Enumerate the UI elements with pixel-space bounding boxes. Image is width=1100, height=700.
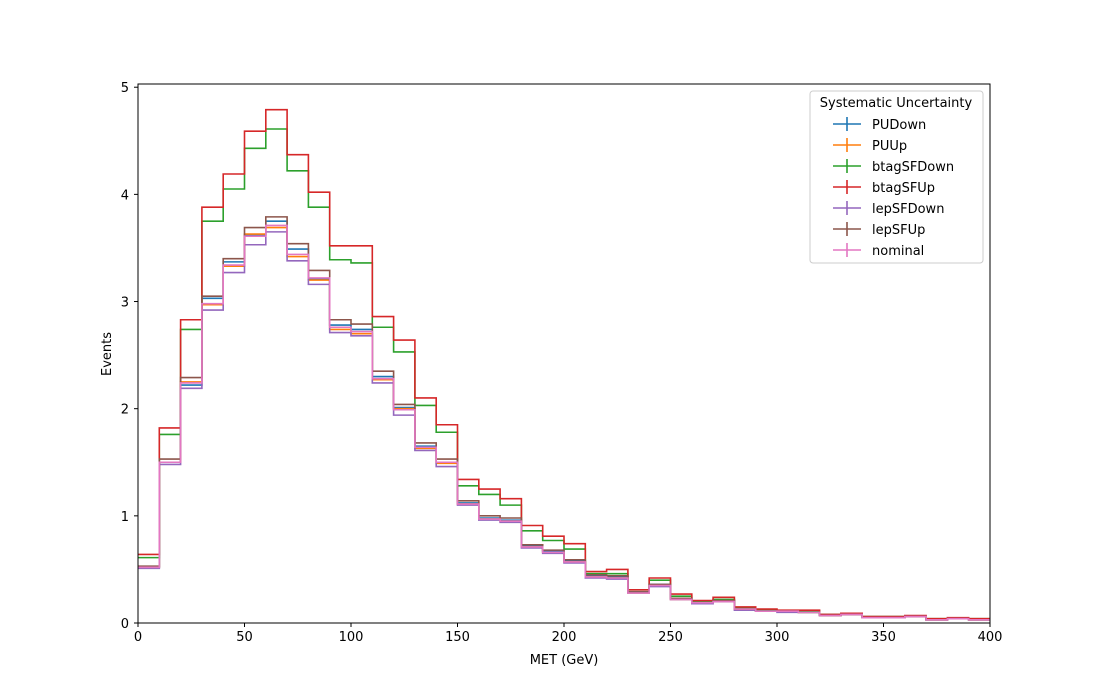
- x-tick-label: 200: [552, 630, 577, 645]
- legend-entry-nominal: nominal: [833, 243, 924, 259]
- x-tick-label: 100: [339, 630, 364, 645]
- legend-label: nominal: [872, 244, 924, 259]
- x-axis-label: MET (GeV): [530, 653, 599, 668]
- legend-label: lepSFUp: [872, 223, 925, 238]
- series-line-nominal: [138, 224, 990, 621]
- y-axis: 0 1 2 3 4 5: [121, 81, 138, 632]
- x-tick-label: 150: [445, 630, 470, 645]
- legend: Systematic Uncertainty PUDown PUUp btagSFD…: [809, 90, 984, 264]
- x-tick-label: 300: [765, 630, 790, 645]
- legend-entry-pudown: PUDown: [833, 117, 926, 133]
- series-layer: [138, 108, 990, 621]
- y-tick-label: 0: [121, 617, 129, 632]
- y-tick-label: 2: [121, 403, 129, 418]
- x-tick-label: 400: [978, 630, 1003, 645]
- legend-label: PUUp: [872, 139, 907, 154]
- x-axis: 0 50 100 150 200 250 300 350 400: [134, 623, 1003, 645]
- y-axis-label: Events: [100, 332, 115, 376]
- legend-label: lepSFDown: [872, 202, 944, 217]
- legend-entry-btagsfup: btagSFUp: [833, 180, 935, 196]
- y-tick-label: 1: [121, 510, 129, 525]
- legend-label: PUDown: [872, 118, 926, 133]
- series-line-btagsfdown: [138, 128, 990, 620]
- y-tick-label: 5: [121, 81, 129, 96]
- y-tick-label: 4: [121, 188, 129, 203]
- legend-label: btagSFDown: [872, 160, 954, 175]
- legend-title: Systematic Uncertainty: [820, 96, 973, 111]
- legend-entry-btagsfdown: btagSFDown: [833, 159, 954, 175]
- x-tick-label: 50: [236, 630, 253, 645]
- legend-entry-lepsfup: lepSFUp: [833, 222, 925, 238]
- legend-entry-lepsfdown: lepSFDown: [833, 201, 944, 217]
- x-tick-label: 250: [658, 630, 683, 645]
- legend-entries: PUDown PUUp btagSFDown btagSFUp lepSFDown lep…: [833, 117, 954, 259]
- legend-label: btagSFUp: [872, 181, 935, 196]
- x-tick-label: 0: [134, 630, 142, 645]
- x-tick-label: 350: [871, 630, 896, 645]
- y-tick-label: 3: [121, 296, 129, 311]
- legend-box: [809, 90, 984, 264]
- legend-entry-puup: PUUp: [833, 138, 907, 154]
